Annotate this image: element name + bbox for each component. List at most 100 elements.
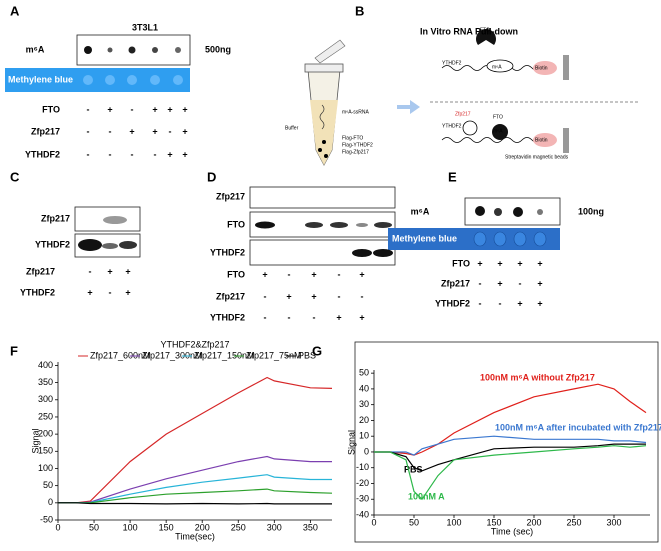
sign: - [131,104,134,114]
y-tick-label: 0 [364,446,369,456]
y-tick-label: -40 [356,509,369,519]
panel-label: G [312,343,322,358]
condition-label: Zfp217 [31,126,60,136]
panel-label: B [355,3,364,18]
y-tick-label: -30 [356,494,369,504]
x-tick-label: 100 [446,517,461,527]
series-annotation: 100nM m⁶A without Zfp217 [480,372,595,382]
legend-label: Zfp217_75nM [246,350,302,360]
y-tick-label: 300 [38,394,53,404]
sign: + [107,266,112,276]
diagram-text: YTHDF2 [442,60,462,66]
sign: - [338,291,341,301]
blot-label: Zfp217 [41,213,70,223]
condition-label: Zfp217 [441,278,470,288]
legend-label: Zfp217_300nM [142,350,203,360]
y-tick-label: 350 [38,377,53,387]
sign: + [497,258,502,268]
pulldown-diagram [304,29,640,166]
sign: - [264,312,267,322]
blot-label: m⁶A [26,44,45,54]
x-axis-label: Time (sec) [491,526,533,536]
sign: + [182,126,187,136]
sign: - [313,312,316,322]
sign: - [154,149,157,159]
sign: + [517,298,522,308]
y-tick-label: 30 [359,399,369,409]
diagram-text: YTHDF2 [442,123,462,129]
series-annotation: PBS [404,464,423,474]
sign: - [338,269,341,279]
sign: + [182,104,187,114]
sign: - [288,269,291,279]
series-line [374,443,646,472]
series-line [374,435,647,456]
sign: + [537,278,542,288]
y-tick-label: 250 [38,411,53,421]
sign: + [359,269,364,279]
sign: - [109,126,112,136]
x-tick-label: 350 [303,522,318,532]
sign: + [152,104,157,114]
condition-label: Zfp217 [26,266,55,276]
blot-label: m⁶A [411,206,430,216]
sign: + [311,269,316,279]
panel-title: 3T3L1 [132,22,158,32]
series-line [374,383,647,456]
amount-label: 500ng [205,44,231,54]
blot-label: Methylene blue [392,233,457,243]
sign: + [477,258,482,268]
blot-label: Methylene blue [8,74,73,84]
sign: + [167,149,172,159]
y-tick-label: 50 [359,368,369,378]
y-tick-label: 40 [359,383,369,393]
sign: + [311,291,316,301]
x-tick-label: 50 [409,517,419,527]
amount-label: 100ng [578,206,604,216]
sign: + [286,291,291,301]
diagram-text: FTO [493,114,503,120]
y-tick-label: 150 [38,446,53,456]
diagram-text: Flag-Zfp217 [342,149,369,155]
blot-label: FTO [227,219,245,229]
sign: - [169,126,172,136]
series-annotation: 100nM A [408,491,445,501]
y-tick-label: -50 [40,514,53,524]
y-axis-label: Signal [30,428,40,453]
panel-label: D [207,169,216,184]
condition-label: Zfp217 [216,291,245,301]
y-tick-label: 100 [38,463,53,473]
sign: - [361,291,364,301]
y-tick-label: -20 [356,478,369,488]
x-tick-label: 0 [371,517,376,527]
sign: - [131,149,134,159]
panel-label: E [448,169,457,184]
series-annotation: 100nM m⁶A after incubated with Zfp217 [495,422,661,432]
sign: + [107,104,112,114]
sign: + [517,258,522,268]
condition-label: YTHDF2 [435,298,470,308]
x-tick-label: 0 [55,522,60,532]
x-tick-label: 200 [526,517,541,527]
panel-label: C [10,169,20,184]
sign: - [87,126,90,136]
x-tick-label: 50 [89,522,99,532]
condition-label: YTHDF2 [210,312,245,322]
y-tick-label: 400 [38,360,53,370]
diagram-text: Flag-YTHDF2 [342,142,373,148]
sign: + [125,266,130,276]
x-tick-label: 150 [159,522,174,532]
sign: - [479,298,482,308]
sign: - [288,312,291,322]
sign: + [167,104,172,114]
sign: - [89,266,92,276]
condition-label: YTHDF2 [25,149,60,159]
chart-title: YTHDF2&Zfp217 [160,339,229,349]
sign: - [87,149,90,159]
diagram-text: Flag-FTO [342,135,363,141]
sign: - [264,291,267,301]
diagram-text: FTO [480,27,490,33]
sign: + [336,312,341,322]
diagram-text: m⁶A [492,64,502,70]
